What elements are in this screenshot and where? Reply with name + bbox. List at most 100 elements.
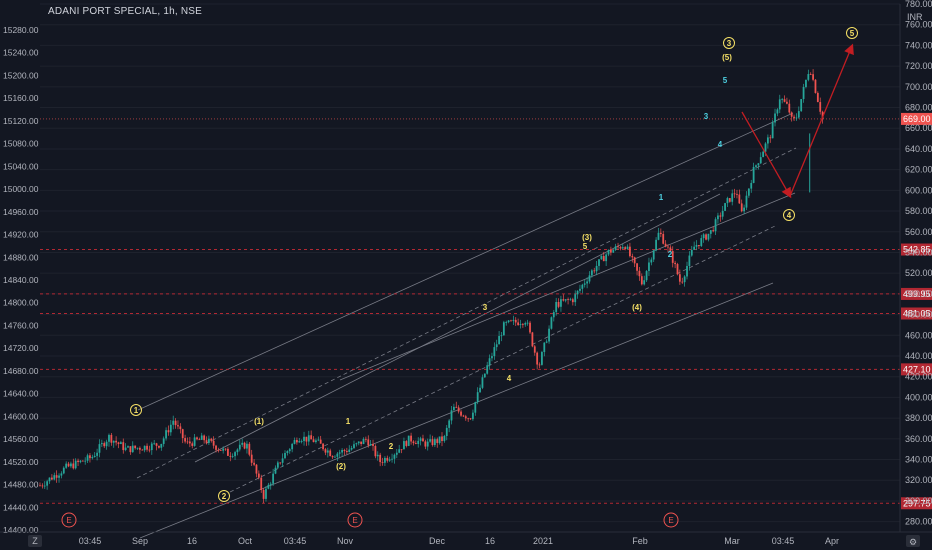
right-tick-label: 780.00 — [905, 0, 932, 9]
right-tick-label: 380.00 — [905, 413, 932, 423]
candle-body — [462, 415, 465, 417]
wave-label: (2) — [336, 462, 346, 471]
candle-body — [131, 445, 134, 453]
candle-body — [296, 440, 298, 443]
candle-body — [488, 358, 491, 366]
candle-body — [39, 485, 41, 487]
candle-body — [519, 324, 522, 325]
candle-body — [319, 439, 322, 444]
candle-body — [198, 439, 201, 441]
candle-body — [281, 458, 284, 463]
candle-body — [165, 430, 167, 439]
channel-line — [136, 147, 797, 479]
candle-body — [541, 352, 543, 365]
candle-body — [403, 441, 405, 450]
candle-body — [250, 454, 253, 463]
grid-lines — [40, 3, 900, 523]
candle-body — [303, 436, 305, 442]
candle-body — [538, 364, 541, 366]
candle-body — [100, 443, 103, 445]
candle-body — [81, 460, 84, 462]
channel-line — [137, 112, 794, 411]
candle-body — [424, 441, 427, 447]
candle-body — [222, 448, 225, 451]
right-tick-label: 480.00 — [905, 310, 932, 320]
candle-body — [355, 443, 358, 445]
candle-body — [709, 230, 712, 234]
candle-body — [448, 420, 451, 428]
candle-body — [381, 462, 384, 463]
candle-body — [783, 99, 786, 102]
earnings-label: E — [66, 516, 71, 525]
candle-body — [426, 441, 429, 447]
candle-body — [557, 301, 560, 307]
left-tick-label: 14880.00 — [3, 252, 39, 262]
candle-body — [778, 99, 781, 110]
candle-body — [693, 246, 696, 250]
candle-body — [686, 265, 688, 277]
candle-body — [728, 198, 731, 202]
right-tick-label: 460.00 — [905, 330, 932, 340]
candle-body — [79, 460, 82, 463]
candle-body — [391, 458, 393, 460]
candle-body — [139, 447, 141, 450]
candle-body — [700, 238, 703, 247]
x-tick-label: 16 — [187, 536, 197, 546]
candle-body — [619, 247, 622, 249]
candle-body — [433, 439, 436, 446]
right-tick-label: 400.00 — [905, 392, 932, 402]
candle-body — [536, 352, 539, 365]
earnings-label: E — [668, 516, 673, 525]
wave-label: 3 — [727, 39, 732, 48]
candle-body — [802, 87, 805, 100]
left-tick-label: 14960.00 — [3, 207, 39, 217]
right-tick-label: 520.00 — [905, 268, 932, 278]
x-tick-label: 03:45 — [79, 536, 102, 546]
candle-body — [210, 438, 213, 441]
channel-line — [139, 282, 774, 539]
candle-body — [398, 449, 401, 453]
candle-body — [246, 443, 248, 449]
candle-body — [571, 299, 574, 303]
candle-body — [276, 462, 279, 468]
candle-body — [341, 450, 343, 453]
right-tick-label: 540.00 — [905, 247, 932, 257]
candle-body — [103, 443, 106, 447]
candle-body — [624, 247, 627, 249]
candle-body — [445, 427, 448, 437]
level-label: 297.75 — [903, 498, 931, 508]
candle-body — [212, 440, 215, 446]
candle-body — [207, 438, 210, 443]
x-tick-label: Oct — [238, 536, 253, 546]
forecast-arrows — [741, 43, 854, 199]
candle-body — [186, 441, 189, 443]
candle-body — [422, 438, 424, 442]
gear-icon: ⚙ — [909, 537, 917, 547]
candle-body — [117, 442, 120, 445]
candle-body — [574, 294, 577, 303]
candle-body — [774, 113, 776, 123]
candle-body — [331, 456, 334, 458]
right-tick-label: 360.00 — [905, 434, 932, 444]
current-price-tag — [901, 112, 932, 125]
candle-body — [717, 215, 719, 220]
candle-body — [200, 435, 203, 440]
left-tick-label: 15160.00 — [3, 93, 39, 103]
left-tick-label: 14480.00 — [3, 480, 39, 490]
channel-line — [339, 192, 796, 381]
candle-body — [188, 441, 191, 444]
candle-body — [91, 456, 94, 459]
candle-body — [205, 440, 208, 443]
candle-body — [345, 451, 348, 453]
candle-body — [807, 74, 810, 80]
candle-body — [505, 322, 508, 323]
candle-body — [581, 284, 584, 289]
earnings-label: E — [352, 516, 357, 525]
candle-body — [786, 101, 788, 104]
right-tick-label: 760.00 — [905, 20, 932, 30]
candle-body — [659, 232, 662, 235]
candle-body — [360, 441, 363, 445]
candle-body — [479, 387, 481, 393]
